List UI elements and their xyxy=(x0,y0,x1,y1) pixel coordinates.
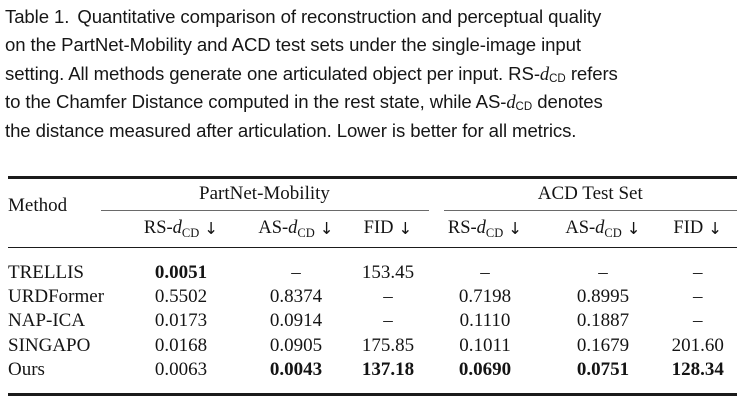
table-mid-rule xyxy=(8,246,737,249)
metric-subscript: CD xyxy=(485,226,504,241)
caption-text: denotes xyxy=(532,91,603,113)
metric-header-4: RS-d CD ↓ xyxy=(423,211,548,247)
table-row: SINGAPO 0.0168 0.0905 175.85 0.1011 0.1679 201… xyxy=(8,334,737,358)
value-cell: – xyxy=(693,310,703,332)
value-cell: 0.0690 xyxy=(458,359,512,381)
metric-prefix: AS- xyxy=(258,218,289,239)
metric-prefix: AS- xyxy=(565,218,596,239)
down-arrow-icon: ↓ xyxy=(319,219,334,239)
caption-line: to the Chamfer Distance computed in the … xyxy=(5,88,737,116)
metric-header-5: AS-d CD ↓ xyxy=(548,211,659,247)
value-cell: 0.1679 xyxy=(576,334,630,356)
value-cell: 0.0168 xyxy=(154,334,208,356)
table-bottom-rule xyxy=(8,393,737,396)
table-body: TRELLIS 0.0051–153.45– – – URDFormer 0.5502 0.… xyxy=(8,248,737,393)
caption-line: setting. All methods generate one articu… xyxy=(5,60,737,88)
method-column-header: Method xyxy=(8,194,68,216)
metric-prefix: RS- xyxy=(143,218,173,239)
down-arrow-icon: ↓ xyxy=(708,219,723,239)
value-cell: 0.0173 xyxy=(154,310,208,332)
table-row: Ours 0.0063 0.0043 137.18 0.0690 0.0751 128.34 xyxy=(8,358,737,382)
value-cell: 128.34 xyxy=(671,359,724,381)
caption-text: d xyxy=(539,63,550,85)
value-cell: 0.0905 xyxy=(269,334,323,356)
group-header-acd-test-set: ACD Test Set xyxy=(443,179,737,211)
value-cell: 153.45 xyxy=(361,261,415,283)
method-cell: SINGAPO xyxy=(8,334,91,356)
caption-text: d xyxy=(506,92,516,114)
caption-text: setting. All methods generate one articu… xyxy=(5,62,540,84)
method-cell: URDFormer xyxy=(8,285,105,307)
method-cell: Ours xyxy=(8,359,45,381)
down-arrow-icon: ↓ xyxy=(204,219,219,239)
value-cell: 175.85 xyxy=(361,334,415,356)
metric-header-2: AS-d CD ↓ xyxy=(239,211,354,247)
value-cell: – xyxy=(480,261,490,283)
metric-subscript: CD xyxy=(604,226,622,241)
group-header-label: PartNet-Mobility xyxy=(199,183,330,205)
value-cell: 0.8995 xyxy=(576,285,630,307)
caption-text: Quantitative comparison of reconstructio… xyxy=(77,6,602,27)
value-cell: 201.60 xyxy=(671,334,724,356)
caption-line: on the PartNet-Mobility and ACD test set… xyxy=(5,31,737,59)
caption-text: refers xyxy=(565,62,618,84)
table-caption: Table 1. Quantitative comparison of recon… xyxy=(5,3,737,145)
metric-header-6: FID ↓ xyxy=(659,211,738,247)
group-header-label: ACD Test Set xyxy=(537,183,643,205)
table-row: NAP-ICA 0.0173 0.0914 – 0.1110 0.1887 – xyxy=(8,309,737,333)
caption-text: on the PartNet-Mobility and ACD test set… xyxy=(5,34,581,56)
value-cell: – xyxy=(383,310,393,332)
value-cell: – xyxy=(291,261,301,283)
value-cell: 0.1110 xyxy=(459,310,511,332)
value-cell: 0.8374 xyxy=(269,285,323,307)
method-cell: TRELLIS xyxy=(8,261,84,283)
value-cell: 0.0063 xyxy=(154,359,208,381)
value-cell: 0.1887 xyxy=(576,310,630,332)
value-cell: – xyxy=(598,261,608,283)
method-cell: NAP-ICA xyxy=(8,310,86,332)
caption-text: Table 1. xyxy=(5,6,70,27)
table-top-rule xyxy=(8,176,737,179)
value-cell: 0.0051 xyxy=(154,261,208,283)
value-cell: 0.5502 xyxy=(154,285,208,307)
value-cell: 0.7198 xyxy=(458,285,512,307)
caption-text: CD xyxy=(515,101,533,114)
caption-text: the distance measured after articulation… xyxy=(5,119,577,141)
value-cell: 0.0043 xyxy=(269,359,323,381)
value-cell: 0.0914 xyxy=(269,310,323,332)
metric-variable: d xyxy=(288,218,298,239)
caption-line: the distance measured after articulation… xyxy=(5,117,737,145)
table-row: URDFormer 0.5502 0.8374 – 0.7198 0.8995 – xyxy=(8,285,737,309)
metric-header-3: FID ↓ xyxy=(354,211,423,247)
value-cell: – xyxy=(383,285,393,307)
metric-prefix: RS- xyxy=(447,218,477,239)
value-cell: – xyxy=(693,285,703,307)
caption-text: CD xyxy=(549,72,566,85)
metric-variable: d xyxy=(595,218,605,239)
results-table: Method PartNet-Mobility ACD Test Set RS-… xyxy=(8,176,737,396)
metric-header-1: RS-d CD ↓ xyxy=(124,211,239,247)
table-header: Method PartNet-Mobility ACD Test Set RS-… xyxy=(8,179,737,247)
down-arrow-icon: ↓ xyxy=(626,219,641,239)
down-arrow-icon: ↓ xyxy=(508,219,523,239)
value-cell: 0.0751 xyxy=(576,359,630,381)
group-header-partnet-mobility: PartNet-Mobility xyxy=(100,179,429,211)
metric-subscript: CD xyxy=(181,226,200,241)
caption-text: to the Chamfer Distance computed in the … xyxy=(5,91,507,113)
down-arrow-icon: ↓ xyxy=(398,219,413,239)
value-cell: 137.18 xyxy=(361,359,415,381)
caption-line: Table 1. Quantitative comparison of recon… xyxy=(5,3,737,31)
metric-variable: d xyxy=(172,218,182,239)
metric-prefix: FID xyxy=(363,218,394,239)
table-row: TRELLIS 0.0051 – 153.45 – – – xyxy=(8,260,737,284)
metric-prefix: FID xyxy=(673,218,704,239)
metric-variable: d xyxy=(476,218,486,239)
value-cell: – xyxy=(693,261,703,283)
metric-subscript: CD xyxy=(297,226,315,241)
value-cell: 0.1011 xyxy=(459,334,511,356)
